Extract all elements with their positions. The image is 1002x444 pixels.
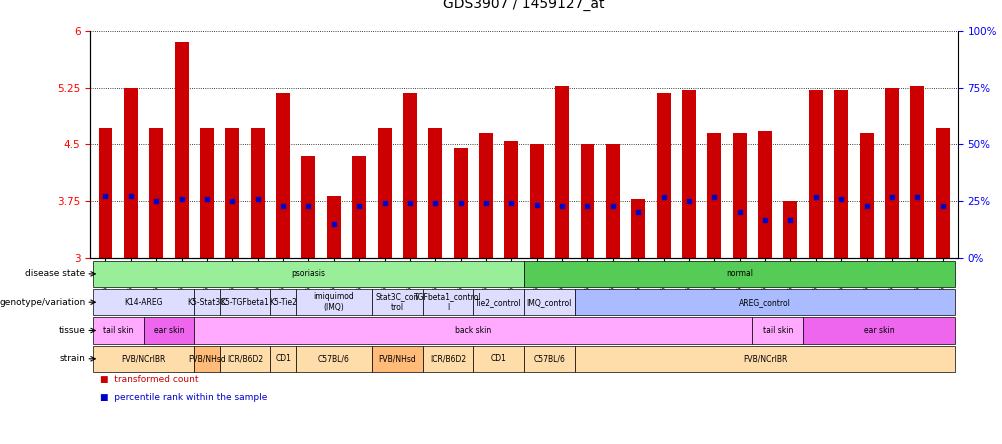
- Bar: [302, 156, 315, 258]
- Text: CD1: CD1: [275, 354, 291, 363]
- Bar: [428, 128, 442, 258]
- Text: FVB/NHsd: FVB/NHsd: [188, 354, 225, 363]
- Text: GDS3907 / 1459127_at: GDS3907 / 1459127_at: [443, 0, 604, 11]
- Bar: [276, 93, 290, 258]
- Text: K5-Tie2: K5-Tie2: [269, 297, 297, 307]
- Bar: [529, 144, 543, 258]
- Bar: [935, 128, 949, 258]
- Bar: [250, 128, 265, 258]
- Text: normal: normal: [725, 270, 753, 278]
- Text: ICR/B6D2: ICR/B6D2: [430, 354, 466, 363]
- Text: ear skin: ear skin: [863, 326, 894, 335]
- Bar: [225, 128, 239, 258]
- Text: ■  percentile rank within the sample: ■ percentile rank within the sample: [100, 393, 268, 402]
- Bar: [580, 144, 594, 258]
- Bar: [327, 196, 341, 258]
- Text: FVB/NCrIBR: FVB/NCrIBR: [742, 354, 787, 363]
- Text: strain: strain: [59, 354, 85, 363]
- Text: ■  transformed count: ■ transformed count: [100, 375, 198, 384]
- Bar: [504, 141, 518, 258]
- Text: FVB/NCrIBR: FVB/NCrIBR: [121, 354, 165, 363]
- Text: disease state: disease state: [25, 270, 85, 278]
- Bar: [834, 90, 848, 258]
- Bar: [554, 86, 568, 258]
- Bar: [681, 90, 695, 258]
- Bar: [352, 156, 366, 258]
- Bar: [630, 198, 644, 258]
- Bar: [453, 148, 467, 258]
- Bar: [98, 128, 112, 258]
- Text: IMQ_control: IMQ_control: [526, 297, 571, 307]
- Text: ear skin: ear skin: [153, 326, 184, 335]
- Bar: [377, 128, 391, 258]
- Bar: [732, 133, 745, 258]
- Bar: [884, 88, 898, 258]
- Bar: [605, 144, 619, 258]
- Text: imiquimod
(IMQ): imiquimod (IMQ): [313, 293, 354, 312]
- Text: Stat3C_con
trol: Stat3C_con trol: [375, 293, 419, 312]
- Text: AREG_control: AREG_control: [738, 297, 791, 307]
- Bar: [124, 88, 137, 258]
- Bar: [479, 133, 493, 258]
- Bar: [174, 43, 188, 258]
- Text: genotype/variation: genotype/variation: [0, 297, 85, 307]
- Text: TGFbeta1_control
l: TGFbeta1_control l: [414, 293, 481, 312]
- Bar: [910, 86, 923, 258]
- Bar: [758, 131, 772, 258]
- Text: FVB/NHsd: FVB/NHsd: [378, 354, 416, 363]
- Bar: [783, 201, 797, 258]
- Bar: [859, 133, 873, 258]
- Bar: [706, 133, 720, 258]
- Text: ICR/B6D2: ICR/B6D2: [226, 354, 263, 363]
- Text: K5-TGFbeta1: K5-TGFbeta1: [220, 297, 270, 307]
- Text: psoriasis: psoriasis: [292, 270, 325, 278]
- Text: tail skin: tail skin: [103, 326, 133, 335]
- Text: tissue: tissue: [58, 326, 85, 335]
- Text: C57BL/6: C57BL/6: [318, 354, 350, 363]
- Text: tail skin: tail skin: [762, 326, 793, 335]
- Bar: [403, 93, 417, 258]
- Text: Tie2_control: Tie2_control: [475, 297, 521, 307]
- Bar: [808, 90, 822, 258]
- Text: CD1: CD1: [490, 354, 506, 363]
- Text: K5-Stat3C: K5-Stat3C: [187, 297, 226, 307]
- Bar: [656, 93, 670, 258]
- Text: K14-AREG: K14-AREG: [124, 297, 162, 307]
- Text: C57BL/6: C57BL/6: [533, 354, 565, 363]
- Text: back skin: back skin: [455, 326, 491, 335]
- Bar: [149, 128, 163, 258]
- Bar: [199, 128, 213, 258]
